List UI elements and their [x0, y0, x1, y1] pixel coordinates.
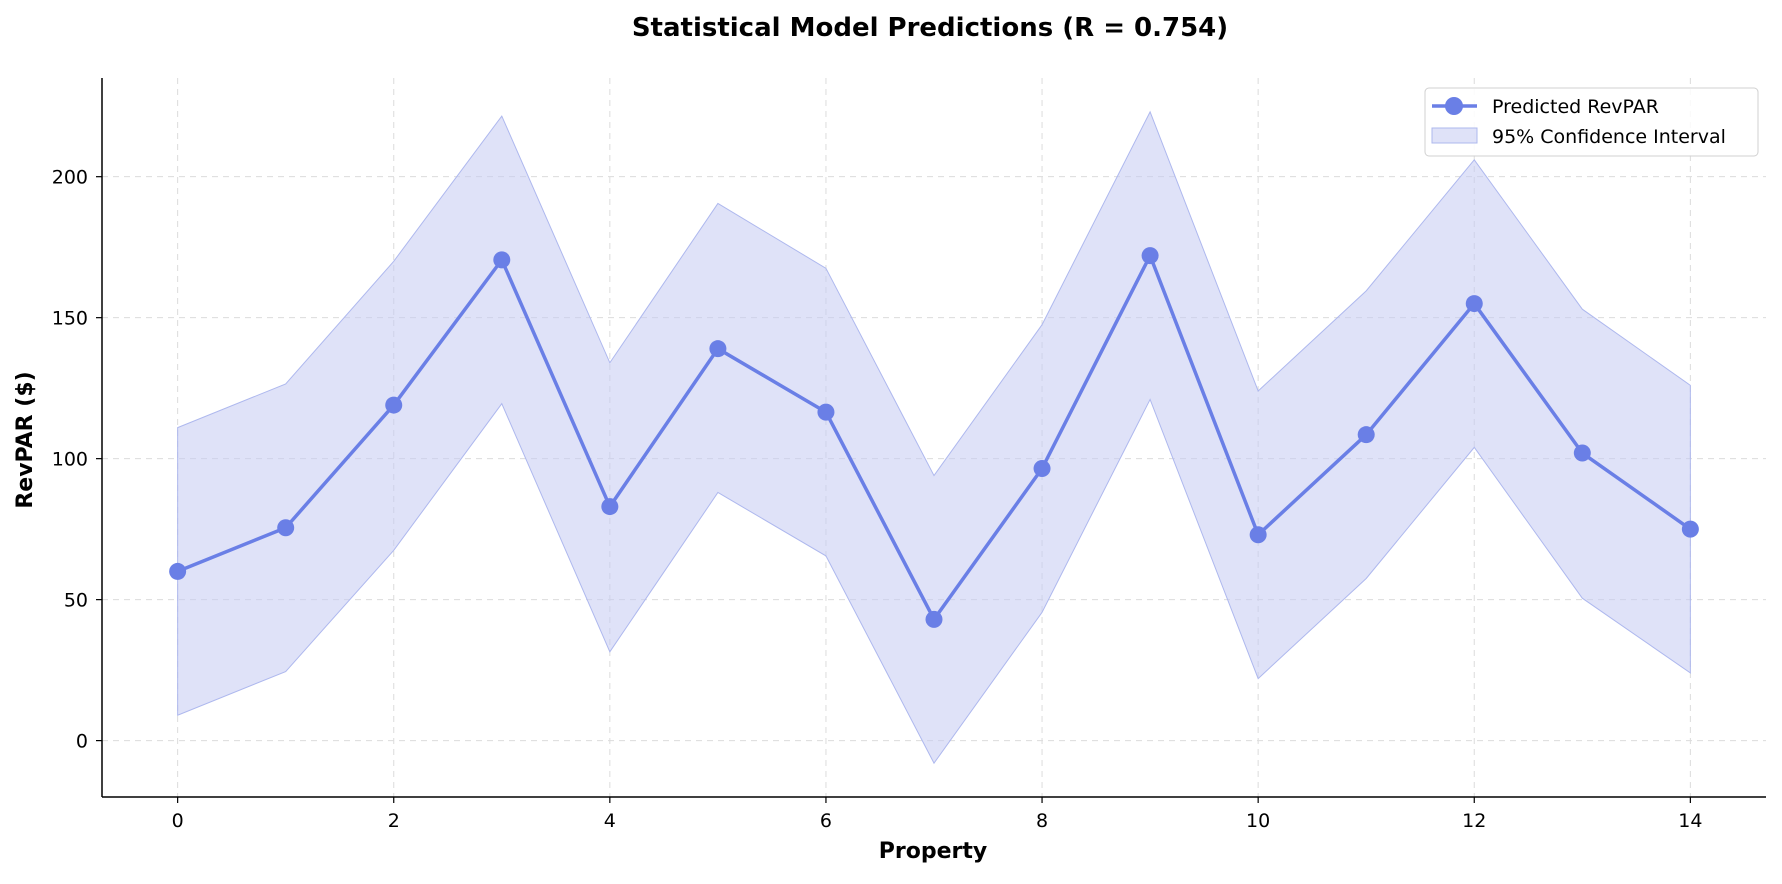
data-point [385, 396, 403, 414]
legend-label-confidence: 95% Confidence Interval [1492, 126, 1726, 148]
data-point [1573, 444, 1591, 462]
band-layer [177, 110, 1691, 765]
data-point [1249, 526, 1267, 544]
legend: Predicted RevPAR 95% Confidence Interval [1424, 87, 1759, 157]
x-tick-label: 2 [388, 810, 400, 832]
marker-layer [169, 247, 1699, 628]
data-point [1465, 295, 1483, 313]
x-tick-label: 14 [1678, 810, 1702, 832]
y-tick-label: 200 [52, 167, 88, 189]
legend-swatch-band [1431, 127, 1478, 144]
data-point [1357, 426, 1375, 444]
legend-frame [1424, 87, 1759, 157]
tick-layer: 0 2 4 6 8 10 12 14 0 50 100 150 200 [52, 167, 1703, 832]
x-tick-label: 6 [820, 810, 832, 832]
data-point [1033, 460, 1051, 478]
y-tick-label: 100 [52, 449, 88, 471]
y-tick-label: 50 [64, 590, 88, 612]
confidence-band-area [177, 110, 1691, 765]
x-tick-label: 0 [172, 810, 184, 832]
data-point [601, 498, 619, 516]
x-tick-label: 12 [1462, 810, 1486, 832]
data-point [1141, 247, 1159, 265]
data-point [277, 519, 295, 537]
data-point [709, 340, 727, 358]
x-tick-label: 4 [604, 810, 616, 832]
y-axis-label: RevPAR ($) [13, 371, 38, 508]
data-point [817, 403, 835, 421]
chart-title: Statistical Model Predictions (R = 0.754… [632, 13, 1228, 43]
legend-swatch-marker [1445, 97, 1463, 115]
data-point [169, 562, 187, 580]
x-tick-label: 10 [1246, 810, 1270, 832]
x-axis-label: Property [879, 839, 987, 864]
legend-label-predicted: Predicted RevPAR [1492, 96, 1659, 118]
data-point [493, 251, 511, 269]
data-point [925, 610, 943, 628]
x-tick-label: 8 [1036, 810, 1048, 832]
axes-layer [101, 78, 1766, 798]
y-tick-label: 0 [76, 731, 88, 753]
data-point [1681, 520, 1699, 538]
y-tick-label: 150 [52, 308, 88, 330]
